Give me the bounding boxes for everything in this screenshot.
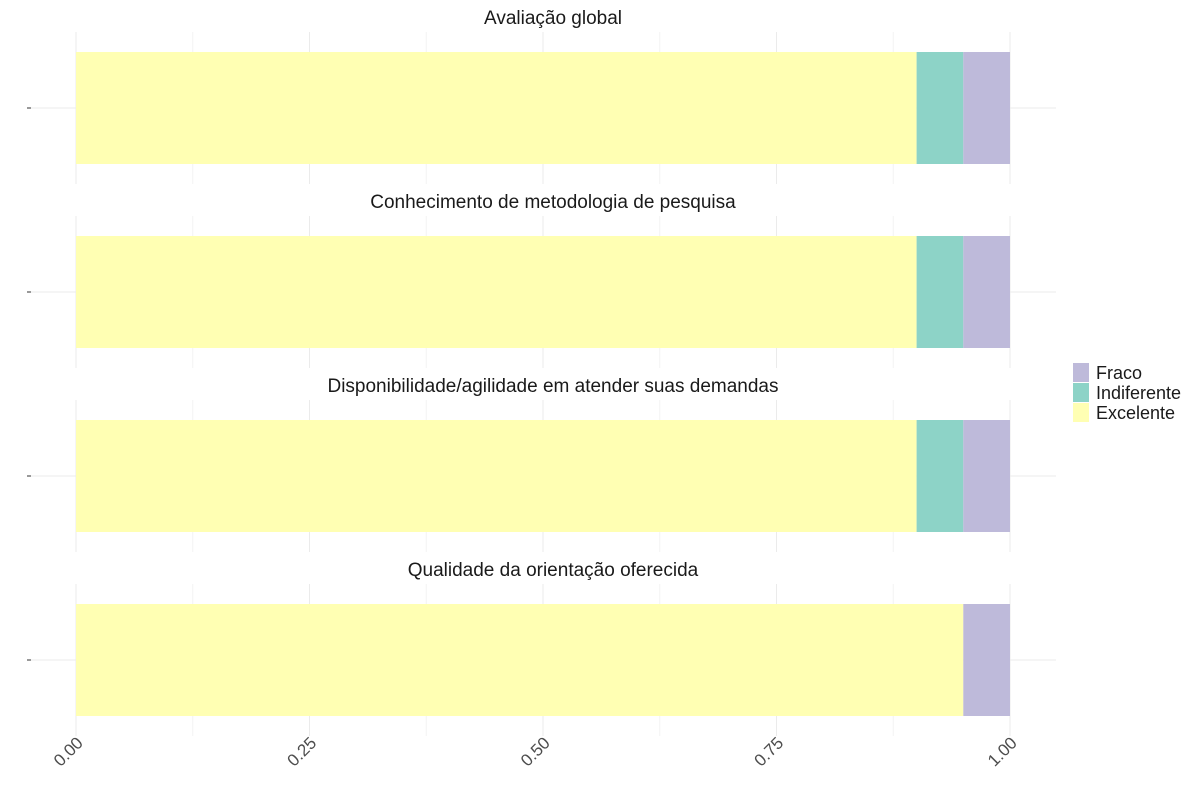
facet-title: Conhecimento de metodologia de pesquisa: [370, 192, 736, 213]
x-tick-label: 0.00: [50, 733, 87, 770]
legend-swatch: [1073, 403, 1089, 422]
facet-1: Avaliação global: [27, 8, 1010, 164]
facet-4: Qualidade da orientação oferecida: [27, 560, 1010, 716]
legend-label: Fraco: [1096, 363, 1142, 383]
x-tick-label: 0.50: [517, 733, 554, 770]
legend-item-excelente: Excelente: [1073, 403, 1175, 423]
x-tick-label: 0.25: [283, 733, 320, 770]
facet-title: Qualidade da orientação oferecida: [408, 560, 699, 581]
facet-title: Avaliação global: [484, 8, 622, 29]
bar-segment-excelente: [76, 420, 917, 532]
bar-segment-excelente: [76, 52, 917, 164]
bar-segment-indiferente: [916, 420, 964, 532]
legend-swatch: [1073, 383, 1089, 402]
x-axis: 0.00 0.25 0.50 0.75 1.00: [50, 733, 1021, 770]
legend-label: Excelente: [1096, 403, 1175, 423]
x-tick-label: 1.00: [984, 733, 1021, 770]
bar-segment-fraco: [963, 52, 1010, 164]
bar-segment-fraco: [963, 236, 1010, 348]
facet-2: Conhecimento de metodologia de pesquisa: [27, 192, 1010, 348]
legend-item-indiferente: Indiferente: [1073, 383, 1181, 403]
legend-swatch: [1073, 363, 1089, 382]
bar-segment-excelente: [76, 604, 964, 716]
legend-item-fraco: Fraco: [1073, 363, 1142, 383]
facet-3: Disponibilidade/agilidade em atender sua…: [27, 376, 1010, 532]
facets-layer: Avaliação global Conhecimento de metodolo…: [27, 8, 1010, 716]
bar-segment-indiferente: [916, 236, 964, 348]
x-tick-label: 0.75: [750, 733, 787, 770]
bar-segment-indiferente: [916, 52, 964, 164]
legend-label: Indiferente: [1096, 383, 1181, 403]
bar-segment-fraco: [963, 420, 1010, 532]
bar-segment-excelente: [76, 236, 917, 348]
facet-title: Disponibilidade/agilidade em atender sua…: [327, 376, 778, 397]
bar-segment-fraco: [963, 604, 1010, 716]
